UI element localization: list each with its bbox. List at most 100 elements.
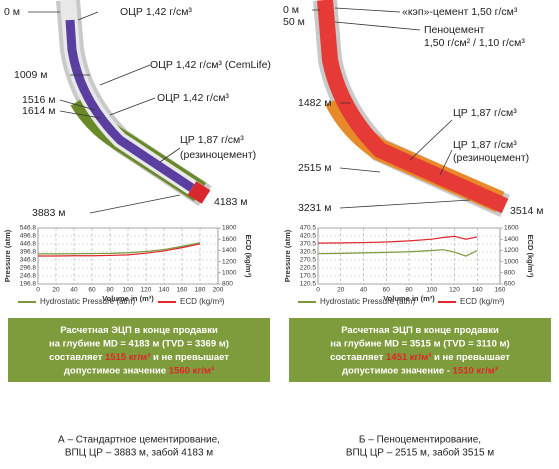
fluid-label: 1,50 г/см² / 1,10 г/см³	[424, 37, 525, 49]
x-tick-label: 0	[36, 287, 40, 294]
x-tick-label: 40	[360, 287, 368, 294]
fluid-label: ОЦР 1,42 г/см³ (CemLife)	[150, 59, 271, 71]
y2-tick-label: 1200	[222, 258, 237, 265]
y2-axis-label: ECD (kg/m³)	[526, 235, 535, 278]
depth-label: 1482 м	[298, 97, 332, 109]
y-axis-label: Pressure (atm)	[283, 229, 292, 282]
depth-label: 3514 м	[510, 205, 544, 217]
y-tick-label: 320.5	[300, 249, 317, 256]
summary-text: 1560 кг/м³	[169, 365, 214, 376]
summary-text: 1510 кг/м³	[453, 365, 498, 376]
y2-tick-label: 800	[222, 281, 233, 288]
y2-tick-label: 1600	[504, 225, 519, 232]
y2-tick-label: 1000	[222, 270, 237, 277]
data-line	[38, 242, 201, 255]
caption: ВПЦ ЦР – 2515 м, забой 3515 м	[346, 447, 494, 459]
x-tick-label: 140	[472, 287, 483, 294]
summary-line: Расчетная ЭЦП в конце продавки	[60, 325, 218, 336]
summary-line: допустимое значение - 1510 кг/м³	[342, 365, 498, 376]
fluid-label: ОЦР 1,42 г/см³	[157, 92, 229, 104]
y-tick-label: 420.5	[300, 233, 317, 240]
y2-tick-label: 1000	[504, 258, 519, 265]
fluid-label: Пеноцемент	[424, 24, 485, 36]
legend-label: Hydrostatic Pressure (atm)	[320, 297, 415, 306]
y-tick-label: 546.8	[20, 225, 37, 232]
fluid-label: ЦР 1,87 г/см³	[453, 107, 517, 119]
depth-label: 1009 м	[14, 69, 48, 81]
y2-tick-label: 1400	[222, 247, 237, 254]
y-tick-label: 346.8	[20, 257, 37, 264]
fluid-label: ЦР 1,87 г/см³	[453, 139, 517, 151]
fluid-label: ЦР 1,87 г/см³	[180, 134, 244, 146]
x-tick-label: 20	[337, 287, 345, 294]
depth-label: 1516 м	[22, 94, 56, 106]
x-tick-label: 40	[70, 287, 78, 294]
depth-label: 0 м	[283, 4, 299, 16]
summary-text: 1515 кг/м³	[105, 352, 150, 363]
summary-box	[8, 318, 270, 382]
y-axis-label: Pressure (atm)	[3, 229, 12, 282]
x-tick-label: 160	[495, 287, 506, 294]
well-diagram	[28, 0, 212, 214]
summary-line: Расчетная ЭЦП в конце продавки	[341, 325, 499, 336]
data-line	[317, 249, 478, 257]
summary-line: допустимое значение 1560 кг/м³	[64, 365, 214, 376]
y-tick-label: 370.5	[300, 241, 317, 248]
y2-axis-label: ECD (kg/m³)	[244, 235, 253, 278]
x-tick-label: 100	[123, 287, 134, 294]
y-tick-label: 470.5	[300, 225, 317, 232]
x-tick-label: 160	[177, 287, 188, 294]
fluid-label: ОЦР 1,42 г/см³	[120, 6, 192, 18]
x-tick-label: 80	[106, 287, 114, 294]
x-tick-label: 140	[159, 287, 170, 294]
y-tick-label: 270.5	[300, 257, 317, 264]
x-axis-label: Volume in (m³)	[383, 294, 435, 303]
fluid-label: «кэп»-цемент 1,50 г/см³	[402, 6, 518, 18]
y-tick-label: 196.8	[20, 281, 37, 288]
summary-text: 1451 кг/м³	[386, 352, 431, 363]
y-tick-label: 296.8	[20, 265, 37, 272]
depth-label: 3883 м	[32, 207, 66, 219]
y2-tick-label: 800	[504, 270, 515, 277]
fluid-label: (резиноцемент)	[453, 152, 529, 164]
y-tick-label: 446.8	[20, 241, 37, 248]
chart: 196.8246.8296.8346.8396.8446.8496.8546.8…	[3, 225, 253, 306]
summary-text: на глубине MD = 3515 м (TVD = 3110 м)	[330, 338, 509, 349]
y-tick-label: 170.5	[300, 273, 317, 280]
summary-text: и не превышает	[431, 352, 510, 363]
depth-label: 2515 м	[298, 162, 332, 174]
summary-text: составляет	[49, 352, 105, 363]
depth-label: 4183 м	[214, 196, 248, 208]
summary-text: допустимое значение	[64, 365, 169, 376]
y2-tick-label: 1600	[222, 236, 237, 243]
summary-box	[289, 318, 551, 382]
chart: 120.5170.5220.5270.5320.5370.5420.5470.5…	[283, 225, 535, 306]
summary-text: Расчетная ЭЦП в конце продавки	[60, 325, 218, 336]
y-tick-label: 120.5	[300, 281, 317, 288]
summary-text: составляет	[330, 352, 386, 363]
x-tick-label: 100	[426, 287, 437, 294]
depth-label: 0 м	[4, 6, 20, 18]
y2-tick-label: 1400	[504, 236, 519, 243]
x-tick-label: 200	[213, 287, 224, 294]
caption: ВПЦ ЦР – 3883 м, забой 4183 м	[65, 447, 213, 459]
x-tick-label: 120	[141, 287, 152, 294]
summary-text: допустимое значение -	[342, 365, 453, 376]
y2-tick-label: 1200	[504, 247, 519, 254]
depth-label: 50 м	[283, 16, 305, 28]
x-tick-label: 180	[195, 287, 206, 294]
legend-label: ECD (kg/m³)	[180, 297, 225, 306]
summary-line: составляет 1451 кг/м³ и не превышает	[330, 352, 510, 363]
data-line	[317, 235, 478, 244]
x-tick-label: 120	[449, 287, 460, 294]
caption: Б – Пеноцементирование,	[359, 435, 481, 446]
y-tick-label: 396.8	[20, 249, 37, 256]
summary-line: на глубине MD = 4183 м (TVD = 3369 м)	[49, 338, 229, 349]
y2-tick-label: 1800	[222, 225, 237, 232]
summary-line: составляет 1515 кг/м³ и не превышает	[49, 352, 229, 363]
well-diagram	[312, 0, 510, 217]
x-tick-label: 20	[52, 287, 60, 294]
x-tick-label: 60	[383, 287, 391, 294]
x-axis-label: Volume in (m³)	[102, 294, 154, 303]
